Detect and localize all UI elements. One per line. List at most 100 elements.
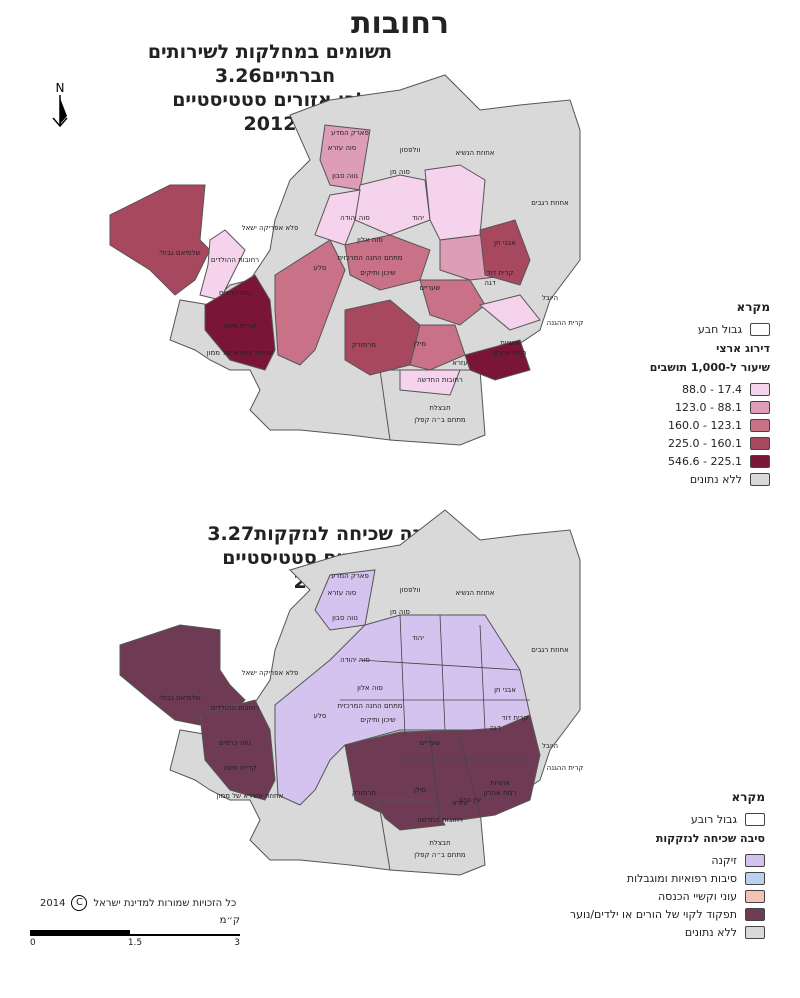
svg-text:נווה סבון: נווה סבון xyxy=(332,614,358,622)
map1-legend-item: 225.1 - 546.6 xyxy=(620,452,770,470)
map1-region-southwest xyxy=(204,274,276,371)
legend-swatch xyxy=(745,853,765,867)
svg-text:חבצלת: חבצלת xyxy=(429,839,450,847)
map1-legend-item: 123.1 - 160.0 xyxy=(620,416,770,434)
svg-text:רמת אהרון: רמת אהרון xyxy=(484,789,517,797)
svg-text:מרמורק: מרמורק xyxy=(352,341,377,349)
svg-text:דגה: דגה xyxy=(484,279,495,287)
map1-legend-item: 88.1 - 123.0 xyxy=(620,398,770,416)
svg-text:נווה כרמים: נווה כרמים xyxy=(219,289,251,297)
svg-text:אבני חן: אבני חן xyxy=(494,239,516,247)
legend-label: עוני וקשיי הכנסה xyxy=(658,889,737,903)
svg-text:קרית דוד: קרית דוד xyxy=(502,714,529,722)
legend-swatch xyxy=(745,907,765,921)
svg-text:רחובות החדשה: רחובות החדשה xyxy=(417,376,463,384)
svg-text:סוה עזרא: סוה עזרא xyxy=(328,144,357,152)
svg-text:שלמיאם גבולי: שלמיאם גבולי xyxy=(159,249,200,257)
legend-label: זיקנה xyxy=(711,853,737,867)
legend-label: 225.1 - 546.6 xyxy=(668,454,742,468)
legend-swatch xyxy=(745,889,765,903)
svg-text:מתחם החנה המרכזית: מתחם החנה המרכזית xyxy=(337,254,402,262)
boundary-swatch xyxy=(750,322,770,336)
svg-text:אחוזת הנשיא: אחוזת הנשיא xyxy=(456,149,495,157)
north-arrow-label: N xyxy=(56,81,65,95)
map1-legend-item: 17.4 - 88.0 xyxy=(620,380,770,398)
legend-swatch xyxy=(750,436,770,450)
svg-text:שלמיאם גבולי: שלמיאם גבולי xyxy=(159,694,200,702)
scale-tick: 0 xyxy=(30,938,36,948)
svg-text:מרמורק: מרמורק xyxy=(352,789,377,797)
svg-text:נווה כרמים: נווה כרמים xyxy=(219,739,251,747)
nodata-swatch xyxy=(750,472,770,486)
legend-label: 160.1 - 225.0 xyxy=(668,436,742,450)
svg-text:עין גנים: עין גנים xyxy=(459,796,481,804)
svg-text:פלא אפריקה ישאל: פלא אפריקה ישאל xyxy=(242,224,299,232)
map2-legend-item: תפקוד לקוי של הורים או ילדים/נוער xyxy=(560,905,765,923)
svg-text:היובל: היובל xyxy=(542,294,558,302)
svg-text:פלא אפריקה ישאל: פלא אפריקה ישאל xyxy=(242,669,299,677)
map1-legend-rate: שיעור ל-1,000 תושבים xyxy=(649,361,770,374)
svg-text:רחובות החדשה: רחובות החדשה xyxy=(417,816,463,824)
map1-legend-title: מקרא xyxy=(736,300,770,314)
copyright-text: כל הזכויות שמורות למדינת ישראל xyxy=(93,897,237,909)
svg-text:מתחם ב״ה קפלן: מתחם ב״ה קפלן xyxy=(414,851,466,859)
map2-legend-boundary: גבול רובע xyxy=(560,810,765,828)
copyright-year: 2014 xyxy=(40,897,66,909)
legend-label: סיבות רפואיות ומוגבלות xyxy=(626,871,737,885)
svg-text:קריית משה: קריית משה xyxy=(223,764,256,772)
svg-text:רמת אהרון: רמת אהרון xyxy=(494,349,527,357)
svg-text:שיכון ותיקים: שיכון ותיקים xyxy=(360,269,396,277)
copyright: כל הזכויות שמורות למדינת ישראל C 2014 xyxy=(40,895,236,911)
map1-number: 3.26 xyxy=(214,65,262,87)
map2-title-line1: סיבה שכיחה לנזקקות xyxy=(254,523,443,545)
scale-bar: ק״מ 0 1.5 3 xyxy=(30,915,240,948)
svg-text:עזרא: עזרא xyxy=(452,359,467,367)
boundary-swatch xyxy=(745,812,765,826)
scale-tick: 1.5 xyxy=(127,938,143,948)
svg-text:היובל: היובל xyxy=(542,742,558,750)
legend-swatch xyxy=(750,454,770,468)
legend-swatch xyxy=(750,418,770,432)
svg-text:יהוד: יהוד xyxy=(412,214,424,222)
svg-text:נווה סבון: נווה סבון xyxy=(332,172,358,180)
svg-text:מתחם החנה המרכזית: מתחם החנה המרכזית xyxy=(337,702,402,710)
svg-text:חבצלת: חבצלת xyxy=(429,404,450,412)
boundary-label: גבול חבע xyxy=(697,322,742,336)
svg-text:קרית ההגנה: קרית ההגנה xyxy=(547,764,584,772)
svg-text:סוה עזרא: סוה עזרא xyxy=(328,589,357,597)
svg-text:מתחם ב״ה קפלן: מתחם ב״ה קפלן xyxy=(414,416,466,424)
svg-text:פארק המדע: פארק המדע xyxy=(331,572,369,580)
svg-text:מילן: מילן xyxy=(414,786,426,794)
map2-legend-item: זיקנה xyxy=(560,851,765,869)
svg-text:קרית ההגנה: קרית ההגנה xyxy=(547,319,584,327)
map2-legend-item: סיבות רפואיות ומוגבלות xyxy=(560,869,765,887)
map1-legend: מקרא גבול חבע דירוג ארצי שיעור ל-1,000 ת… xyxy=(620,300,770,488)
legend-label: ללא נתונים xyxy=(684,925,737,939)
svg-text:אחוזת עשירא של ממון: אחוזת עשירא של ממון xyxy=(217,792,284,800)
map2-legend-item: ללא נתונים xyxy=(560,923,765,941)
svg-text:סלע: סלע xyxy=(314,264,327,272)
legend-label: 123.1 - 160.0 xyxy=(668,418,742,432)
map1-legend-boundary: גבול חבע xyxy=(620,320,770,338)
legend-label: 88.1 - 123.0 xyxy=(675,400,742,414)
svg-text:קריית משה: קריית משה xyxy=(223,322,256,330)
svg-text:סוה יהודה: סוה יהודה xyxy=(340,656,370,664)
map2-legend: מקרא גבול רובע סיבה שכיחה לנזקקות זיקנה ס… xyxy=(560,790,765,941)
map2: פארק המדע וולפסון אחוזת הנשיא סוה עזרא נ… xyxy=(119,509,583,876)
svg-text:שעריים: שעריים xyxy=(419,284,440,292)
map1-legend-rank: דירוג ארצי xyxy=(716,342,770,355)
city-title: רחובות xyxy=(350,6,450,41)
legend-label: תפקוד לקוי של הורים או ילדים/נוער xyxy=(569,907,737,921)
map1-region-west xyxy=(109,184,211,296)
svg-text:עזרא: עזרא xyxy=(452,799,467,807)
svg-text:אושיות: אושיות xyxy=(490,779,510,787)
map1: פארק המדע וולפסון אחוזת הנשיא סוה עזרא נ… xyxy=(109,74,583,446)
svg-text:סוה מן: סוה מן xyxy=(390,608,410,616)
map2-place-labels: פארק המדע וולפסון אחוזת הנשיא סוה עזרא נ… xyxy=(159,572,583,859)
scale-unit: ק״מ xyxy=(219,915,240,926)
map1-place-labels: פארק המדע וולפסון אחוזת הנשיא סוה עזרא נ… xyxy=(159,129,583,424)
svg-text:אחוזת רגבים: אחוזת רגבים xyxy=(531,646,569,654)
svg-text:אחוזת הנשיא: אחוזת הנשיא xyxy=(456,589,495,597)
svg-text:סוה אלון: סוה אלון xyxy=(357,684,383,692)
legend-swatch xyxy=(745,871,765,885)
